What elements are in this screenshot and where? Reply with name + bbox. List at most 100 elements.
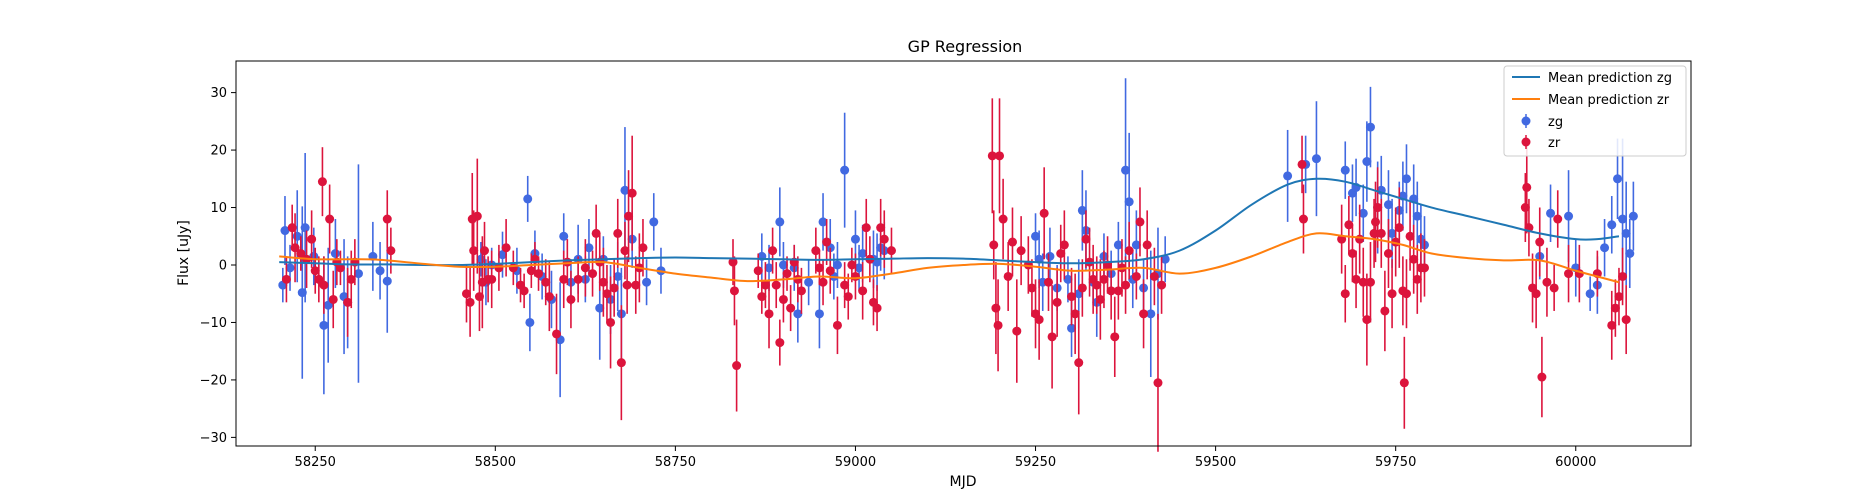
marker-zr-152 (1373, 203, 1383, 213)
point-zr-54 (620, 221, 630, 280)
point-zr-76 (796, 267, 806, 314)
point-zr-122 (1092, 256, 1102, 314)
marker-zg-7 (319, 320, 329, 330)
marker-zr-97 (991, 303, 1001, 313)
marker-zr-70 (775, 338, 785, 348)
point-zr-8 (317, 147, 327, 217)
marker-zr-62 (729, 286, 739, 296)
marker-zr-184 (1621, 315, 1631, 325)
point-zg-88 (1340, 141, 1350, 199)
plot-area (236, 61, 1691, 446)
marker-zg-84 (1160, 254, 1170, 264)
point-zr-175 (1549, 264, 1559, 311)
x-tick-label: 59500 (1195, 455, 1236, 470)
marker-zr-168 (1522, 182, 1532, 192)
point-zg-117 (1628, 181, 1638, 251)
marker-zr-127 (1110, 332, 1120, 342)
point-zr-60 (638, 219, 648, 277)
marker-zr-122 (1092, 280, 1102, 290)
marker-zg-49 (814, 309, 824, 319)
marker-zg-45 (778, 260, 788, 270)
y-tick-label: −20 (200, 373, 227, 388)
point-zr-123 (1095, 259, 1105, 340)
marker-zr-171 (1531, 289, 1541, 299)
point-zr-148 (1362, 273, 1372, 366)
marker-zr-31 (508, 263, 518, 273)
marker-zr-172 (1535, 237, 1545, 247)
point-zr-78 (814, 250, 824, 286)
point-zr-42 (566, 270, 576, 329)
point-zr-17 (382, 190, 392, 248)
point-zr-139 (1297, 135, 1307, 194)
point-zg-48 (804, 259, 814, 306)
marker-zr-102 (1007, 237, 1017, 247)
y-tick-label: 20 (210, 144, 227, 159)
point-zr-6 (310, 247, 320, 294)
marker-zr-132 (1131, 271, 1141, 281)
point-zr-174 (1542, 247, 1552, 317)
y-tick-label: 10 (210, 201, 227, 216)
marker-zr-110 (1043, 277, 1053, 287)
point-zr-134 (1139, 279, 1149, 349)
marker-zr-96 (989, 240, 999, 250)
marker-zr-39 (552, 329, 562, 339)
marker-zr-6 (310, 266, 320, 276)
marker-zr-155 (1383, 249, 1393, 258)
point-zr-95 (987, 98, 997, 214)
marker-zg-50 (818, 217, 828, 227)
point-zg-93 (1365, 86, 1375, 168)
point-zg-40 (649, 193, 659, 251)
marker-zg-91 (1358, 208, 1368, 218)
point-zg-62 (1031, 213, 1041, 260)
marker-zr-177 (1564, 269, 1574, 279)
marker-zr-106 (1027, 283, 1037, 293)
point-zr-20 (465, 267, 475, 337)
point-zr-133 (1135, 187, 1145, 257)
marker-zg-22 (525, 317, 535, 327)
marker-zg-113 (1613, 174, 1623, 184)
y-tick-label: −30 (200, 431, 227, 446)
marker-zr-55 (622, 280, 632, 290)
point-zr-137 (1153, 313, 1163, 452)
point-zr-108 (1034, 279, 1044, 360)
marker-zr-69 (771, 280, 781, 290)
marker-zr-98 (993, 320, 1003, 330)
point-zr-176 (1553, 190, 1563, 248)
marker-zr-167 (1520, 203, 1530, 213)
point-zg-44 (775, 187, 785, 257)
point-zr-52 (613, 198, 623, 268)
marker-zg-111 (1600, 243, 1610, 253)
point-zr-43 (573, 256, 583, 303)
marker-zg-16 (476, 254, 486, 264)
marker-zg-57 (858, 249, 868, 258)
point-zr-99 (995, 98, 1005, 214)
point-zr-19 (461, 264, 471, 323)
legend: Mean prediction zg Mean prediction zr zg… (1503, 65, 1687, 157)
point-zr-112 (1052, 267, 1062, 337)
point-zr-114 (1059, 210, 1069, 280)
marker-zr-164 (1412, 274, 1422, 284)
marker-zr-19 (461, 289, 471, 299)
point-zr-0 (281, 256, 291, 303)
y-tick-label: −10 (200, 316, 227, 331)
marker-zg-107 (1564, 211, 1574, 221)
y-tick-label: 0 (219, 258, 227, 273)
point-zr-145 (1351, 250, 1361, 309)
point-zr-171 (1531, 259, 1541, 329)
point-zr-116 (1070, 273, 1080, 355)
point-zr-46 (591, 204, 601, 263)
x-axis-ticks: 58250 58500 58750 59000 59250 59500 59750 60000 (295, 446, 1596, 470)
marker-zr-43 (573, 274, 583, 284)
point-zr-13 (335, 250, 345, 286)
marker-zr-143 (1344, 220, 1354, 230)
marker-zr-68 (768, 246, 778, 256)
marker-zg-117 (1628, 211, 1638, 221)
marker-zg-80 (1131, 240, 1141, 250)
marker-zg-43 (764, 263, 774, 273)
point-zg-100 (1401, 144, 1411, 214)
marker-zg-78 (1124, 197, 1134, 207)
point-zr-119 (1081, 210, 1091, 268)
legend-box (1503, 65, 1687, 157)
point-zr-11 (328, 270, 338, 329)
point-zr-72 (782, 256, 792, 291)
